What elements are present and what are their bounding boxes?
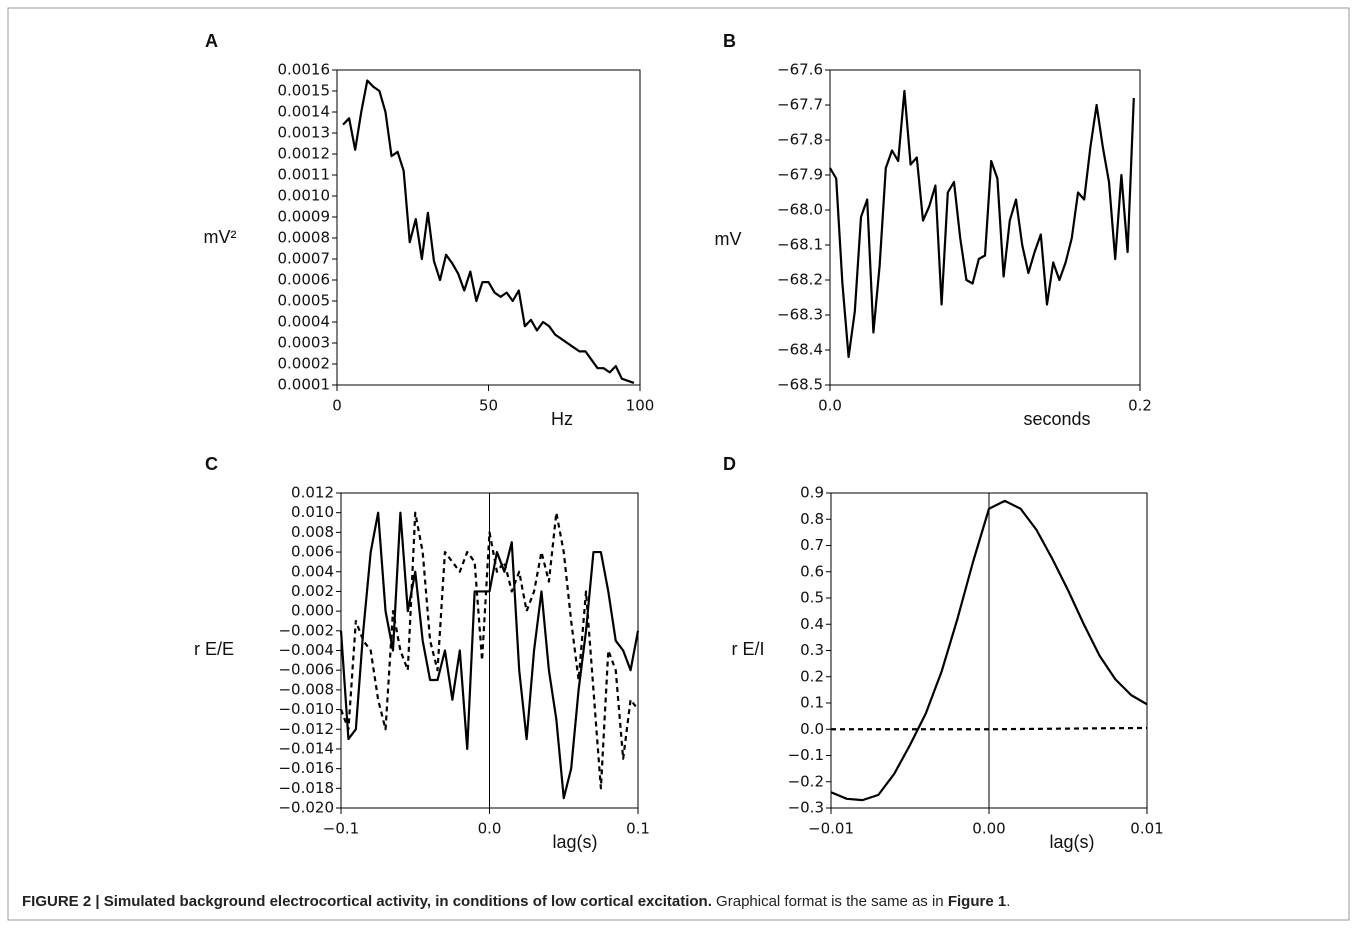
- caption: FIGURE 2 | Simulated background electroc…: [22, 893, 1010, 910]
- caption-text: Graphical format is the same as in: [711, 893, 948, 910]
- plot-frame: [829, 69, 1141, 386]
- y-tick-label: −68.2: [777, 271, 823, 289]
- panel-label: B: [723, 31, 736, 51]
- y-tick-label: −0.008: [278, 680, 334, 698]
- x-tick-label: 0: [332, 397, 342, 415]
- y-tick-label: 0.0003: [278, 334, 331, 352]
- y-tick-label: 0.0002: [278, 355, 331, 373]
- x-tick-label: 0.1: [626, 820, 650, 838]
- y-tick-label: −0.004: [278, 641, 334, 659]
- y-tick-label: 0.0004: [278, 313, 331, 331]
- x-tick-label: 0.00: [972, 820, 1005, 838]
- caption-bold: FIGURE 2 | Simulated background electroc…: [22, 893, 712, 910]
- x-tick-label: 0.01: [1130, 820, 1163, 838]
- plot-frame: [336, 69, 641, 386]
- y-tick-label: −67.8: [777, 131, 823, 149]
- y-tick-label: 0.012: [291, 484, 334, 502]
- y-tick-label: 0.0014: [278, 103, 331, 121]
- y-tick-label: −68.4: [777, 341, 823, 359]
- y-tick-label: 0.1: [800, 694, 824, 712]
- panel-label: C: [205, 454, 218, 474]
- y-tick-label: −68.3: [777, 306, 823, 324]
- x-axis-label: lag(s): [1049, 832, 1094, 852]
- y-tick-label: 0.0016: [278, 61, 331, 79]
- x-tick-label: 100: [626, 397, 655, 415]
- x-tick-label: 0.0: [478, 820, 502, 838]
- y-tick-label: 0.5: [800, 589, 824, 607]
- y-axis-label: r E/I: [731, 639, 764, 659]
- y-tick-label: −68.5: [777, 376, 823, 394]
- series-line: [339, 511, 639, 790]
- y-axis-label: mV: [715, 229, 742, 249]
- y-tick-label: −67.7: [777, 96, 823, 114]
- series-line: [831, 726, 1148, 731]
- y-tick-label: −0.2: [788, 772, 824, 790]
- y-axis-label: mV²: [204, 227, 237, 247]
- y-tick-label: −0.020: [278, 799, 334, 817]
- y-tick-label: 0.010: [291, 503, 334, 521]
- y-tick-label: −0.010: [278, 700, 334, 718]
- y-tick-label: 0.0010: [278, 187, 331, 205]
- y-tick-label: 0.9: [800, 484, 824, 502]
- y-tick-label: 0.004: [291, 562, 334, 580]
- x-tick-label: −0.01: [808, 820, 854, 838]
- caption-ref: Figure 1: [947, 893, 1007, 910]
- y-tick-label: 0.0: [800, 720, 824, 738]
- y-tick-label: 0.0001: [278, 376, 331, 394]
- x-tick-label: 0.0: [818, 397, 842, 415]
- y-tick-label: 0.8: [800, 510, 824, 528]
- y-tick-label: 0.006: [291, 543, 334, 561]
- panel-label: D: [723, 454, 736, 474]
- y-tick-label: 0.0007: [278, 250, 331, 268]
- y-tick-label: −0.1: [788, 746, 824, 764]
- panel-label: A: [205, 31, 218, 51]
- y-tick-label: 0.0012: [278, 145, 331, 163]
- y-tick-label: 0.0009: [278, 208, 331, 226]
- x-axis-label: seconds: [1023, 409, 1090, 429]
- y-tick-label: −67.6: [777, 61, 823, 79]
- y-tick-label: −0.018: [278, 779, 334, 797]
- y-tick-label: −0.002: [278, 621, 334, 639]
- x-tick-label: 0.2: [1128, 397, 1152, 415]
- y-tick-label: 0.3: [800, 641, 824, 659]
- y-tick-label: −68.0: [777, 201, 823, 219]
- y-axis-label: r E/E: [194, 639, 234, 659]
- caption-end: .: [1006, 893, 1011, 910]
- y-tick-label: −0.006: [278, 661, 334, 679]
- y-tick-label: −67.9: [777, 166, 823, 184]
- y-tick-label: 0.008: [291, 523, 334, 541]
- y-tick-label: 0.6: [800, 562, 824, 580]
- y-tick-label: 0.2: [800, 667, 824, 685]
- y-tick-label: −0.012: [278, 720, 334, 738]
- y-tick-label: 0.0005: [278, 292, 331, 310]
- y-tick-label: 0.7: [800, 536, 824, 554]
- y-tick-label: 0.4: [800, 615, 824, 633]
- series-line: [829, 89, 1135, 359]
- series-line: [830, 499, 1148, 802]
- x-axis-label: Hz: [551, 409, 573, 429]
- y-tick-label: 0.002: [291, 582, 334, 600]
- x-axis-label: lag(s): [552, 832, 597, 852]
- y-tick-label: 0.0006: [278, 271, 331, 289]
- y-tick-label: −0.014: [278, 739, 334, 757]
- y-tick-label: −68.1: [777, 236, 823, 254]
- y-tick-label: 0.0011: [278, 166, 331, 184]
- y-tick-label: −0.016: [278, 759, 334, 777]
- figure-border: [7, 7, 1350, 921]
- x-tick-label: −0.1: [323, 820, 359, 838]
- y-tick-label: −0.3: [788, 799, 824, 817]
- y-tick-label: 0.0013: [278, 124, 331, 142]
- series-line: [342, 79, 635, 384]
- y-tick-label: 0.0015: [278, 82, 331, 100]
- y-tick-label: 0.0008: [278, 229, 331, 247]
- y-tick-label: 0.000: [291, 602, 334, 620]
- x-tick-label: 50: [479, 397, 498, 415]
